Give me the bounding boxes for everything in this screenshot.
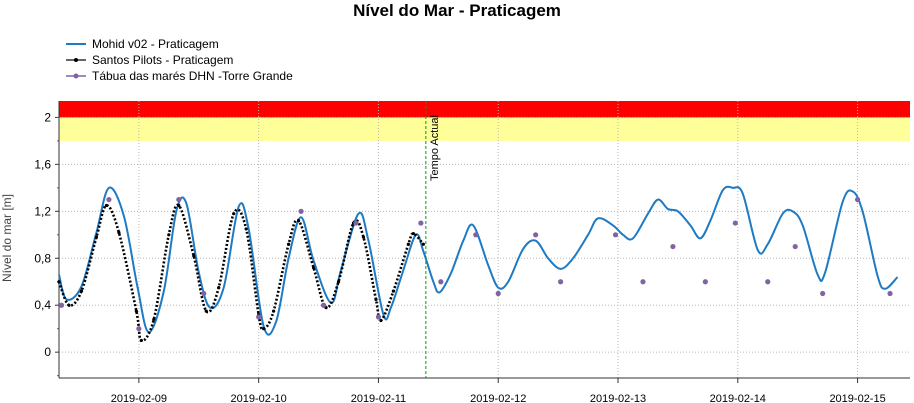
tabua-mares-point xyxy=(320,302,327,308)
santos-pilots-point xyxy=(192,254,196,258)
legend: Mohid v02 - Praticagem Santos Pilots - P… xyxy=(66,36,293,84)
y-tick-label: 1,2 xyxy=(34,204,51,218)
x-tick-label: 2019-02-11 xyxy=(351,393,406,403)
santos-pilots-point xyxy=(217,286,221,290)
santos-pilots-point xyxy=(262,327,266,331)
santos-pilots-point xyxy=(391,289,396,293)
santos-pilots-point xyxy=(286,242,291,246)
tabua-mares-point xyxy=(792,243,798,250)
santos-pilots-point xyxy=(336,280,341,284)
tabua-mares-point xyxy=(106,196,112,203)
tabua-mares-point xyxy=(612,232,619,238)
tabua-mares-point xyxy=(353,220,359,226)
y-tick-label: 2 xyxy=(44,110,51,124)
x-tick-label: 2019-02-14 xyxy=(710,393,766,403)
santos-pilots-point xyxy=(139,338,143,343)
legend-item-santos-pilots[interactable]: Santos Pilots - Praticagem xyxy=(66,52,293,68)
series-line-santos-pilots xyxy=(57,203,425,342)
series-line-mohid xyxy=(58,185,899,336)
x-tick-label: 2019-02-12 xyxy=(470,393,526,403)
tabua-mares-point xyxy=(58,302,65,308)
tabua-mares-point xyxy=(702,279,708,285)
santos-pilots-point xyxy=(296,219,301,223)
y-tick-label: 0,8 xyxy=(34,251,51,265)
tabua-mares-point xyxy=(732,220,738,226)
santos-pilots-point xyxy=(232,212,236,216)
santos-pilots-point xyxy=(421,242,425,246)
y-tick-label: 1,6 xyxy=(34,157,51,171)
legend-label-mohid: Mohid v02 - Praticagem xyxy=(92,37,219,51)
santos-pilots-point xyxy=(67,303,71,307)
santos-pilots-point xyxy=(411,232,415,236)
santos-pilots-point xyxy=(272,309,276,313)
legend-item-mohid[interactable]: Mohid v02 - Praticagem xyxy=(66,36,293,52)
tabua-mares-point xyxy=(176,196,182,203)
santos-pilots-point xyxy=(177,203,181,208)
tabua-mares-point xyxy=(854,196,861,203)
legend-swatch-santos-pilots xyxy=(66,58,86,62)
santos-pilots-point xyxy=(379,318,383,323)
tabua-mares-point xyxy=(820,290,826,297)
tabua-mares-point xyxy=(136,326,142,332)
x-tick-label: 2019-02-15 xyxy=(829,393,885,403)
legend-label-santos-pilots: Santos Pilots - Praticagem xyxy=(92,53,234,67)
tabua-mares-point xyxy=(298,208,304,214)
legend-swatch-mohid xyxy=(66,43,86,45)
santos-pilots-point xyxy=(244,227,248,231)
series-layer xyxy=(57,185,899,343)
santos-pilots-point xyxy=(104,203,109,208)
santos-pilots-point xyxy=(167,233,171,237)
tabua-mares-point xyxy=(640,279,646,285)
current-time-label: Tempo Actual xyxy=(429,115,441,181)
y-tick-label: 0,4 xyxy=(34,298,51,312)
current-time-layer: Tempo Actual xyxy=(425,101,441,378)
chart-title: Nível do Mar - Praticagem xyxy=(353,1,561,20)
tabua-mares-point xyxy=(495,290,501,297)
santos-pilots-point xyxy=(374,297,378,301)
x-tick-label: 2019-02-10 xyxy=(231,393,287,403)
alert-band-1 xyxy=(59,101,910,118)
santos-pilots-point xyxy=(311,266,316,270)
y-tick-label: 0 xyxy=(44,345,51,359)
santos-pilots-point xyxy=(94,235,99,239)
alert-bands xyxy=(59,101,910,141)
santos-pilots-point xyxy=(117,230,121,235)
legend-label-tabua-mares: Tábua das marés DHN -Torre Grande xyxy=(92,69,293,83)
santos-pilots-point xyxy=(79,289,84,293)
santos-pilots-point xyxy=(152,317,156,321)
santos-pilots-point xyxy=(57,280,61,284)
tabua-mares-point xyxy=(438,279,444,285)
x-tick-label: 2019-02-13 xyxy=(590,393,646,403)
tabua-mares-point xyxy=(670,243,676,250)
legend-swatch-tabua-mares xyxy=(66,73,86,79)
santos-pilots-point xyxy=(204,309,208,313)
tabua-mares-point xyxy=(418,220,424,226)
tabua-mares-point xyxy=(256,314,262,320)
alert-band-0 xyxy=(59,117,910,141)
axes: 0 0,4 0,8 1,2 1,6 2 2019-02-09 2019-02-10 2019-0… xyxy=(34,101,910,403)
tabua-mares-point xyxy=(473,232,479,238)
legend-item-tabua-mares[interactable]: Tábua das marés DHN -Torre Grande xyxy=(66,68,293,84)
santos-pilots-point xyxy=(134,309,138,313)
tabua-mares-point xyxy=(887,290,893,297)
santos-pilots-point xyxy=(406,242,410,246)
tabua-mares-point xyxy=(375,314,382,320)
tabua-mares-point xyxy=(558,279,564,285)
grid xyxy=(59,101,910,378)
tabua-mares-point xyxy=(765,279,771,285)
x-tick-label: 2019-02-09 xyxy=(111,393,167,403)
santos-pilots-point xyxy=(361,235,366,239)
tabua-mares-point xyxy=(201,290,207,297)
y-axis-label: Nível do mar [m] xyxy=(0,194,14,282)
tabua-mares-point xyxy=(533,232,539,238)
